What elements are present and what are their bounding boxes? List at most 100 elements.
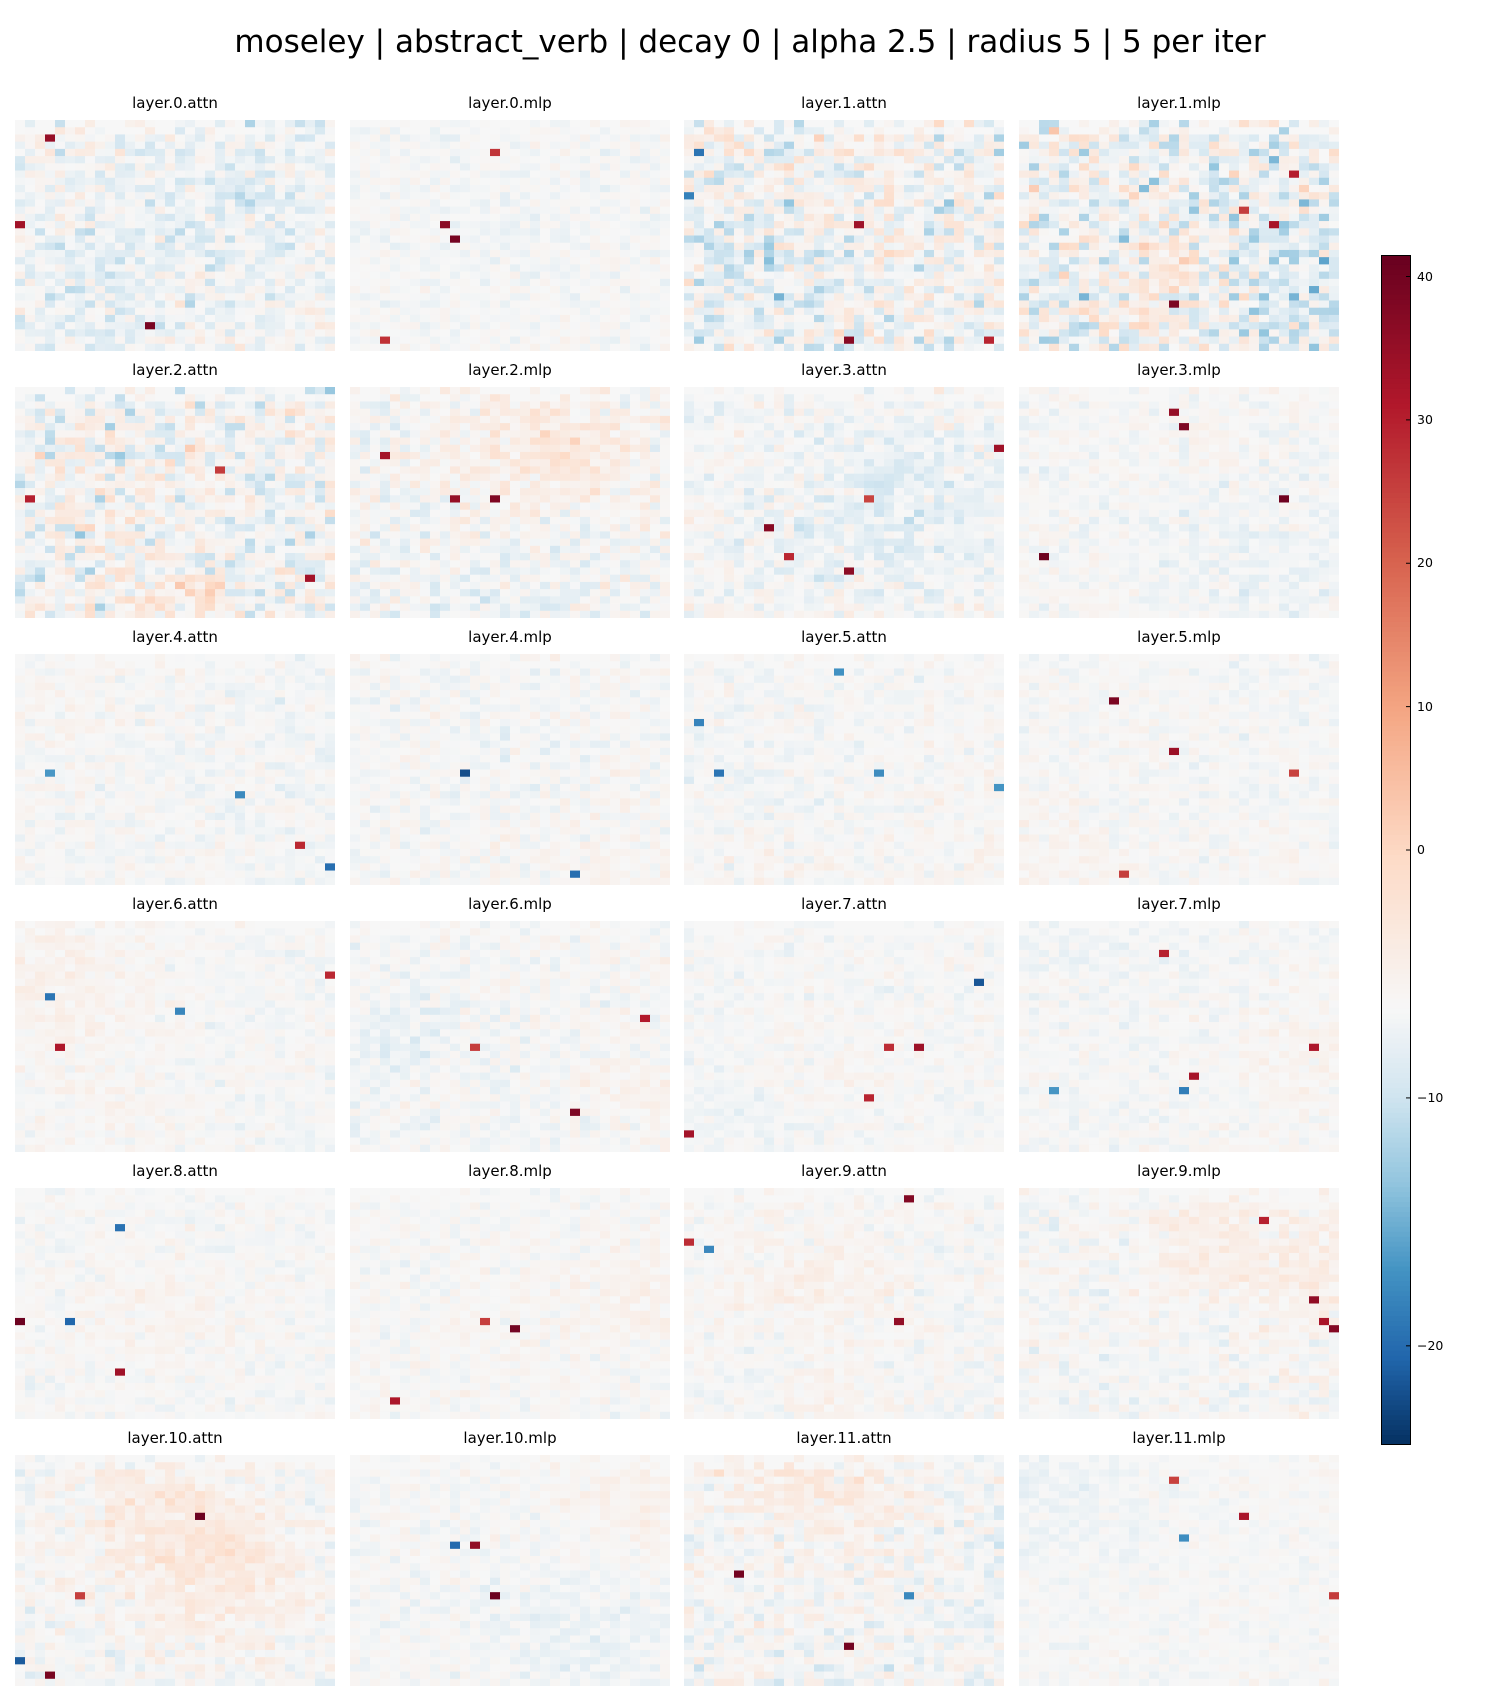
heatmap-cell: [265, 206, 276, 215]
heatmap-cell: [944, 336, 955, 345]
heatmap-cell: [165, 459, 176, 467]
heatmap-cell: [135, 307, 146, 316]
heatmap-cell: [35, 415, 46, 424]
heatmap-cell: [370, 343, 381, 351]
heatmap-cell: [95, 184, 106, 193]
heatmap-cell: [275, 228, 286, 236]
heatmap-cell: [994, 184, 1004, 193]
heatmap-cell: [65, 495, 76, 503]
heatmap-cell: [854, 148, 865, 157]
heatmap-cell: [1019, 148, 1030, 157]
heatmap-cell: [620, 343, 631, 351]
heatmap-cell: [235, 524, 246, 532]
heatmap-cell: [95, 343, 106, 351]
heatmap-cell: [255, 184, 266, 193]
heatmap-cell: [95, 581, 106, 590]
heatmap-cell: [804, 329, 815, 337]
heatmap-cell: [1209, 322, 1220, 330]
heatmap-cell: [814, 156, 825, 164]
heatmap-cell: [65, 423, 76, 431]
heatmap-cell: [714, 322, 725, 330]
heatmap-cell: [85, 516, 96, 525]
heatmap-cell: [410, 336, 421, 345]
heatmap-cell: [285, 242, 296, 251]
heatmap-cell: [470, 177, 481, 186]
heatmap-cell: [105, 242, 116, 251]
heatmap-cell: [844, 257, 855, 265]
heatmap-cell: [225, 394, 236, 402]
heatmap-cell: [1149, 286, 1160, 294]
heatmap-cell: [784, 163, 795, 171]
heatmap-cell: [1129, 156, 1140, 164]
heatmap-cell: [570, 322, 581, 330]
heatmap-cell: [275, 235, 286, 244]
heatmap-cell: [65, 509, 76, 518]
heatmap-cell: [175, 235, 186, 244]
heatmap-cell: [1049, 192, 1060, 200]
heatmap-cell: [744, 148, 755, 157]
heatmap-cell: [1179, 199, 1190, 207]
heatmap-cell: [105, 581, 116, 590]
heatmap-cell: [864, 235, 875, 244]
heatmap-cell: [105, 415, 116, 424]
heatmap-cell: [630, 192, 641, 200]
heatmap-cell: [1299, 293, 1310, 301]
heatmap-cell: [630, 286, 641, 294]
heatmap-cell: [590, 192, 601, 200]
heatmap-cell: [500, 192, 511, 200]
heatmap-cell: [185, 213, 196, 222]
heatmap-cell: [195, 495, 206, 503]
heatmap-cell: [450, 127, 461, 135]
heatmap-cell: [530, 249, 541, 258]
heatmap-cell: [704, 156, 715, 164]
heatmap-cell: [1089, 329, 1100, 337]
heatmap-cell: [814, 170, 825, 179]
heatmap-cell: [55, 264, 66, 272]
heatmap-cell: [734, 278, 745, 287]
heatmap-cell: [305, 314, 316, 323]
heatmap-cell: [95, 293, 106, 301]
heatmap-cell: [295, 466, 306, 474]
heatmap-cell: [410, 322, 421, 330]
heatmap-cell: [1109, 120, 1120, 128]
heatmap-cell: [1279, 213, 1290, 222]
panel-title-layer-0-mlp: layer.0.mlp: [350, 94, 670, 112]
heatmap-cell: [360, 184, 371, 193]
heatmap-cell: [1049, 221, 1060, 229]
heatmap-cell: [500, 322, 511, 330]
heatmap-cell: [195, 488, 206, 496]
heatmap-cell: [185, 423, 196, 431]
heatmap-cell: [984, 148, 995, 157]
heatmap-cell: [1219, 134, 1230, 142]
heatmap-cell: [974, 271, 985, 280]
heatmap-cell: [560, 148, 571, 157]
heatmap-cell: [1089, 156, 1100, 164]
heatmap-cell: [1109, 286, 1120, 294]
heatmap-cell: [470, 228, 481, 236]
heatmap-cell: [660, 127, 670, 135]
heatmap-cell: [974, 221, 985, 229]
heatmap-cell: [235, 401, 246, 409]
heatmap-cell: [215, 242, 226, 251]
heatmap-cell: [15, 567, 26, 575]
heatmap-cell: [315, 459, 326, 467]
heatmap-cell: [794, 235, 805, 244]
heatmap-cell: [734, 199, 745, 207]
heatmap-cell: [155, 459, 166, 467]
heatmap-cell: [65, 163, 76, 171]
heatmap-cell: [1099, 192, 1110, 200]
heatmap-cell: [25, 545, 36, 554]
heatmap-cell: [804, 293, 815, 301]
heatmap-cell: [1029, 177, 1040, 186]
heatmap-cell: [744, 156, 755, 164]
heatmap-cell: [25, 394, 36, 402]
heatmap-cell: [1119, 264, 1130, 272]
heatmap-cell: [650, 343, 661, 351]
heatmap-cell: [225, 444, 236, 453]
heatmap-cell: [724, 192, 735, 200]
heatmap-cell: [1019, 278, 1030, 287]
heatmap-cell: [1039, 264, 1050, 272]
heatmap-cell: [1169, 329, 1180, 337]
heatmap-cell: [205, 192, 216, 200]
heatmap-cell: [185, 134, 196, 142]
